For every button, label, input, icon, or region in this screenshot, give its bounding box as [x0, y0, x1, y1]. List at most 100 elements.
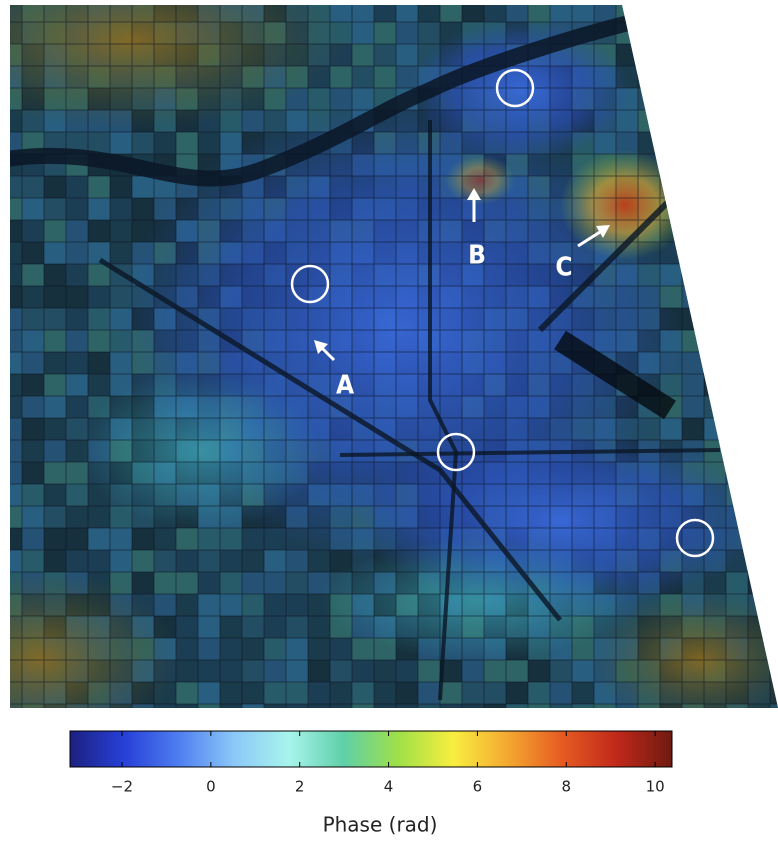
field-block — [704, 264, 726, 286]
field-block — [748, 66, 770, 88]
field-block — [770, 572, 778, 594]
field-block — [704, 352, 726, 374]
annotation: C — [555, 253, 572, 283]
field-block — [770, 308, 778, 330]
field-block — [748, 0, 770, 22]
field-block — [748, 462, 770, 484]
tick-label: 6 — [473, 778, 483, 796]
field-block — [638, 0, 660, 22]
field-block — [704, 330, 726, 352]
annotation: B — [468, 241, 486, 271]
field-block — [682, 198, 704, 220]
field-block — [770, 220, 778, 242]
field-block — [748, 110, 770, 132]
field-block — [748, 484, 770, 506]
field-block — [770, 396, 778, 418]
field-block — [748, 330, 770, 352]
field-block — [726, 242, 748, 264]
field-block — [704, 22, 726, 44]
field-block — [704, 88, 726, 110]
field-block — [748, 22, 770, 44]
field-block — [726, 132, 748, 154]
field-block — [682, 66, 704, 88]
field-block — [726, 0, 748, 22]
field-block — [726, 440, 748, 462]
field-block — [682, 264, 704, 286]
field-block — [704, 110, 726, 132]
field-block — [770, 374, 778, 396]
field-block — [770, 176, 778, 198]
field-block — [726, 110, 748, 132]
field-block — [682, 0, 704, 22]
field-block — [704, 66, 726, 88]
field-block — [704, 154, 726, 176]
field-block — [726, 44, 748, 66]
colorbar: −20246810 — [70, 731, 672, 796]
field-block — [770, 352, 778, 374]
field-block — [704, 220, 726, 242]
field-block — [770, 330, 778, 352]
field-block — [770, 616, 778, 638]
tick-label: −2 — [111, 778, 133, 796]
field-block — [704, 0, 726, 22]
field-block — [770, 110, 778, 132]
field-block — [660, 154, 682, 176]
field-block — [770, 264, 778, 286]
field-block — [748, 88, 770, 110]
field-block — [704, 242, 726, 264]
field-block — [748, 286, 770, 308]
field-block — [748, 352, 770, 374]
field-block — [748, 132, 770, 154]
tick-label: 8 — [561, 778, 571, 796]
field-block — [770, 638, 778, 660]
page: {"map": {"annotations": ["A", "B", "C"]}… — [0, 0, 778, 844]
field-block — [726, 286, 748, 308]
field-block — [748, 506, 770, 528]
field-block — [748, 528, 770, 550]
phase-map — [0, 0, 778, 750]
field-block — [726, 418, 748, 440]
field-block — [748, 154, 770, 176]
field-block — [638, 44, 660, 66]
field-block — [704, 44, 726, 66]
field-block — [770, 198, 778, 220]
field-block — [770, 506, 778, 528]
field-block — [682, 132, 704, 154]
field-block — [726, 220, 748, 242]
field-block — [748, 44, 770, 66]
field-block — [682, 22, 704, 44]
field-block — [748, 264, 770, 286]
field-block — [770, 44, 778, 66]
field-block — [726, 22, 748, 44]
field-block — [748, 220, 770, 242]
tick-label: 4 — [384, 778, 394, 796]
field-block — [748, 242, 770, 264]
field-block — [660, 44, 682, 66]
field-block — [660, 66, 682, 88]
field-block — [748, 440, 770, 462]
figure: A B C −20246810 Phase (rad) — [0, 0, 778, 844]
field-block — [704, 198, 726, 220]
field-block — [748, 374, 770, 396]
field-block — [660, 110, 682, 132]
colorbar-label: Phase (rad) — [323, 813, 438, 837]
field-block — [748, 198, 770, 220]
field-block — [726, 198, 748, 220]
field-block — [770, 66, 778, 88]
field-block — [770, 0, 778, 22]
field-block — [770, 242, 778, 264]
field-block — [770, 594, 778, 616]
field-block — [748, 550, 770, 572]
field-block — [748, 308, 770, 330]
field-block — [638, 22, 660, 44]
field-block — [638, 66, 660, 88]
field-block — [726, 154, 748, 176]
field-block — [704, 176, 726, 198]
field-block — [660, 88, 682, 110]
field-block — [682, 154, 704, 176]
field-block — [770, 132, 778, 154]
field-block — [770, 286, 778, 308]
field-block — [660, 132, 682, 154]
field-block — [770, 550, 778, 572]
field-block — [770, 154, 778, 176]
